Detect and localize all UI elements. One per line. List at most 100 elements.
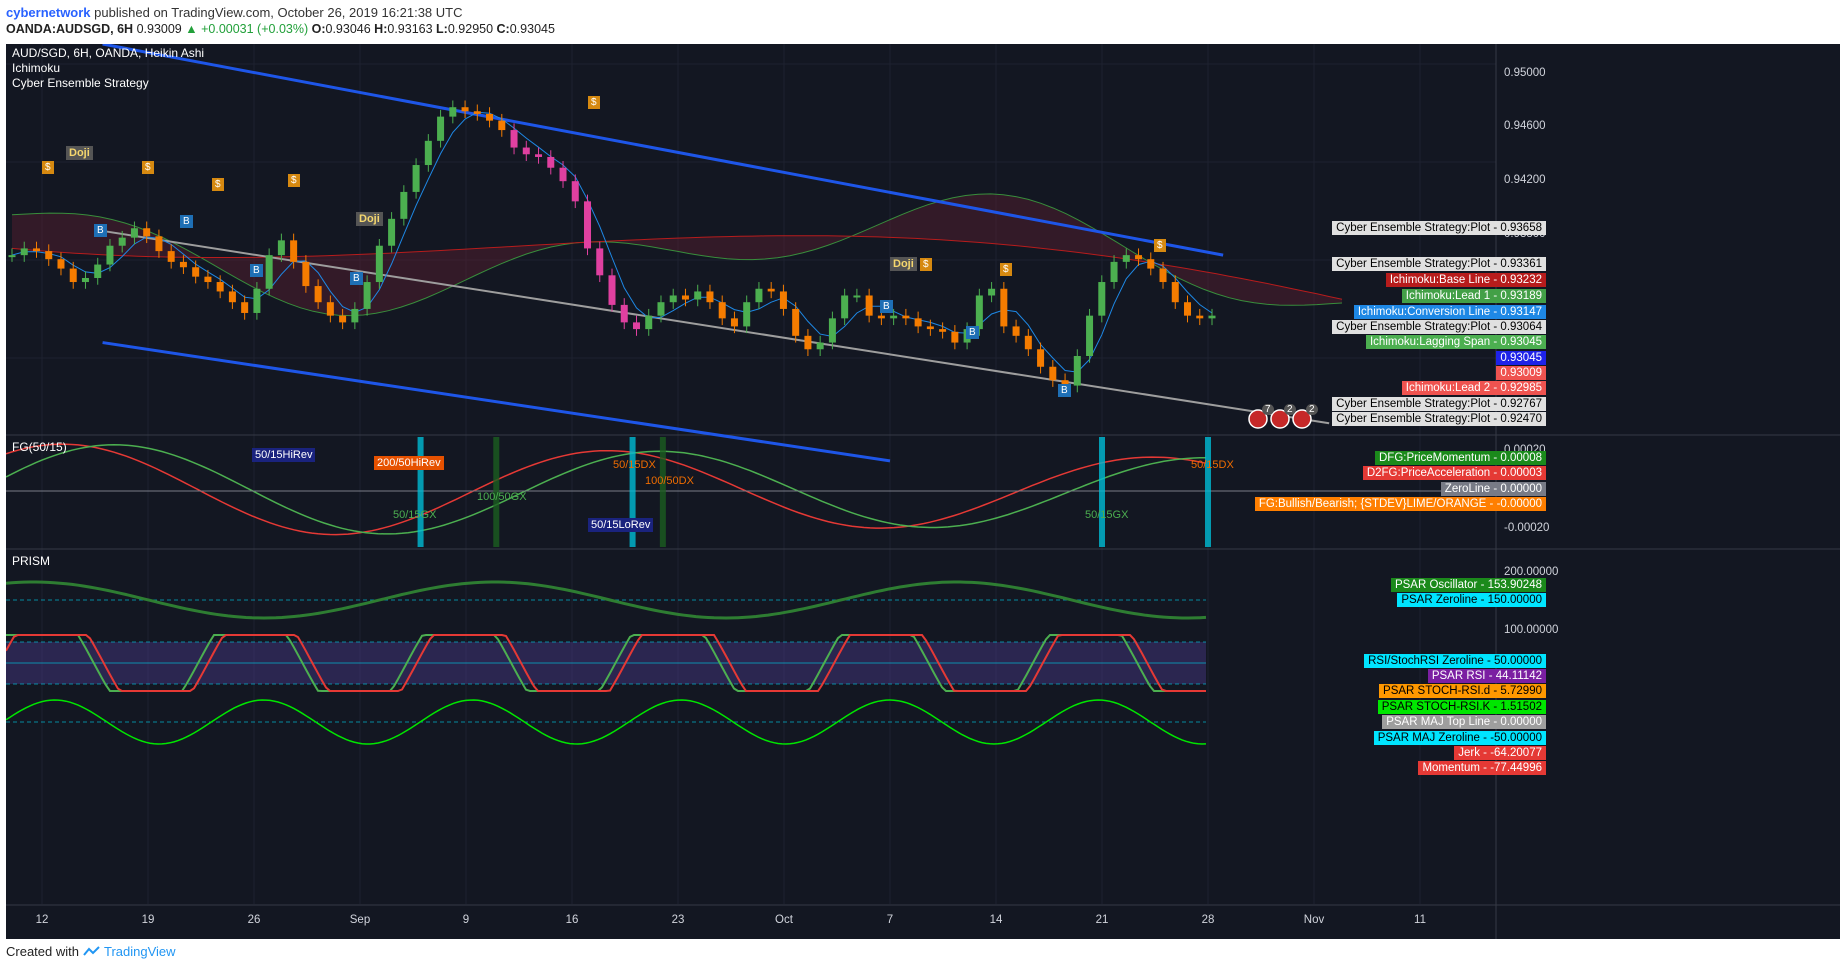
- candle-body: [424, 140, 432, 166]
- prism-label-sep: -: [1483, 655, 1495, 667]
- candle-body: [167, 251, 175, 262]
- stoch-rsi-d: [6, 634, 1206, 692]
- candle-body: [596, 248, 604, 276]
- candle-body: [400, 191, 408, 219]
- prism-label-sep: -: [1490, 685, 1501, 697]
- fg-annotation: 100/50DX: [645, 475, 694, 487]
- fg-annotation: 50/15DX: [613, 459, 656, 471]
- high-label: H:: [374, 22, 388, 36]
- fg-label-name: ZeroLine: [1444, 483, 1491, 495]
- price-label-value: 0.93147: [1500, 306, 1542, 318]
- price-label-sep: -: [1490, 336, 1501, 348]
- fg-annotation: 50/15GX: [393, 509, 437, 521]
- fg-cross-marker: [629, 437, 636, 547]
- chart-svg[interactable]: [6, 44, 1840, 939]
- fg-cross-marker: [493, 437, 500, 547]
- candle-body: [1098, 282, 1106, 316]
- tradingview-link[interactable]: TradingView: [104, 944, 176, 959]
- candle-body: [645, 315, 653, 330]
- x-tick: 12: [35, 914, 49, 926]
- candle-body: [498, 120, 506, 131]
- prism-tick: 200.00000: [1504, 566, 1559, 578]
- candle-body: [816, 342, 824, 350]
- candle-body: [277, 240, 285, 256]
- x-tick: 28: [1201, 914, 1215, 926]
- candle-body: [718, 302, 726, 319]
- fg-annotation: 50/15DX: [1191, 459, 1234, 471]
- candle-body: [57, 259, 65, 269]
- prism-label-sep: -: [1490, 701, 1501, 713]
- fg-label: FG:Bullish/Bearish; {STDEV}LIME/ORANGE -…: [1254, 497, 1546, 511]
- fg-label-sep: -: [1490, 467, 1501, 479]
- candle-body: [1159, 268, 1167, 283]
- price-label-value: 0.92767: [1500, 398, 1542, 410]
- pane-label: FG(50/15): [12, 440, 67, 454]
- price-label-value: 0.93361: [1500, 258, 1542, 270]
- price-label-sep: -: [1490, 382, 1501, 394]
- prism-label-name: PSAR STOCH-RSI.K: [1381, 701, 1491, 713]
- candle-body: [865, 295, 873, 316]
- candle-body: [620, 304, 628, 323]
- fg-annotation: 50/15LoRev: [588, 518, 654, 532]
- author-link[interactable]: cybernetwork: [6, 5, 91, 20]
- prism-label: RSI/StochRSI Zeroline - 50.00000: [1364, 654, 1546, 668]
- price-label: 0.93009: [1496, 366, 1546, 380]
- trendline-lower-channel: [102, 341, 891, 463]
- prism-label: PSAR Oscillator - 153.90248: [1390, 578, 1546, 592]
- candle-body: [265, 255, 273, 289]
- tradingview-logo-icon: [82, 946, 100, 956]
- candle-body: [914, 318, 922, 327]
- fg-tick: -0.00020: [1504, 522, 1550, 534]
- prism-label-name: PSAR STOCH-RSI.d: [1383, 685, 1491, 697]
- ohlc-header: OANDA:AUDSGD, 6H 0.93009 ▲ +0.00031 (+0.…: [6, 22, 555, 36]
- pane-label: Cyber Ensemble Strategy: [12, 76, 149, 90]
- candle-body: [241, 302, 249, 313]
- candle-body: [118, 237, 126, 246]
- candle-body: [559, 167, 567, 182]
- price-change: ▲ +0.00031 (+0.03%): [185, 22, 309, 36]
- prism-label-sep: -: [1485, 670, 1496, 682]
- price-label-name: Cyber Ensemble Strategy:Plot: [1336, 222, 1491, 234]
- doji-marker: Doji: [66, 146, 93, 160]
- price-label: Cyber Ensemble Strategy:Plot - 0.93658: [1332, 221, 1546, 235]
- candle-body: [522, 147, 530, 155]
- candle-body: [853, 295, 861, 298]
- sell-marker: $: [142, 161, 154, 174]
- fg-label: DFG:PriceMomentum - 0.00008: [1375, 451, 1546, 465]
- candle-body: [375, 245, 383, 283]
- candle-body: [69, 268, 77, 283]
- event-count: 2: [1306, 404, 1318, 415]
- candle-body: [1024, 335, 1032, 350]
- candle-body: [290, 240, 298, 262]
- candle-body: [1012, 326, 1020, 336]
- candle-body: [510, 130, 518, 148]
- fg-label-sep: -: [1490, 452, 1501, 464]
- prism-label-value: 150.00000: [1487, 594, 1542, 606]
- prism-label-sep: -: [1479, 732, 1491, 744]
- fg-label-value: 0.00003: [1500, 467, 1542, 479]
- candle-body: [535, 154, 543, 157]
- candle-body: [1073, 356, 1081, 386]
- price-label-sep: -: [1490, 321, 1501, 333]
- publish-info: published on TradingView.com, October 26…: [94, 5, 463, 20]
- prism-label: PSAR MAJ Top Line - 0.00000: [1382, 715, 1546, 729]
- candle-body: [1086, 315, 1094, 356]
- sell-marker: $: [1154, 239, 1166, 252]
- price-label-sep: -: [1490, 290, 1501, 302]
- fg-cross-marker: [1099, 437, 1105, 547]
- candle-body: [743, 302, 751, 327]
- prism-label-value: 153.90248: [1487, 579, 1542, 591]
- candle-body: [94, 264, 102, 278]
- price-label-name: Cyber Ensemble Strategy:Plot: [1336, 413, 1491, 425]
- candle-body: [302, 261, 310, 287]
- price-label-sep: -: [1490, 413, 1501, 425]
- price-label: Cyber Ensemble Strategy:Plot - 0.93361: [1332, 257, 1546, 271]
- fg-cross-marker: [1205, 437, 1211, 547]
- candle-body: [632, 322, 640, 330]
- candle-body: [8, 255, 16, 258]
- candle-body: [1122, 255, 1130, 262]
- candle-body: [571, 181, 579, 202]
- price-label-value: 0.93189: [1500, 290, 1542, 302]
- price-label: Cyber Ensemble Strategy:Plot - 0.93064: [1332, 320, 1546, 334]
